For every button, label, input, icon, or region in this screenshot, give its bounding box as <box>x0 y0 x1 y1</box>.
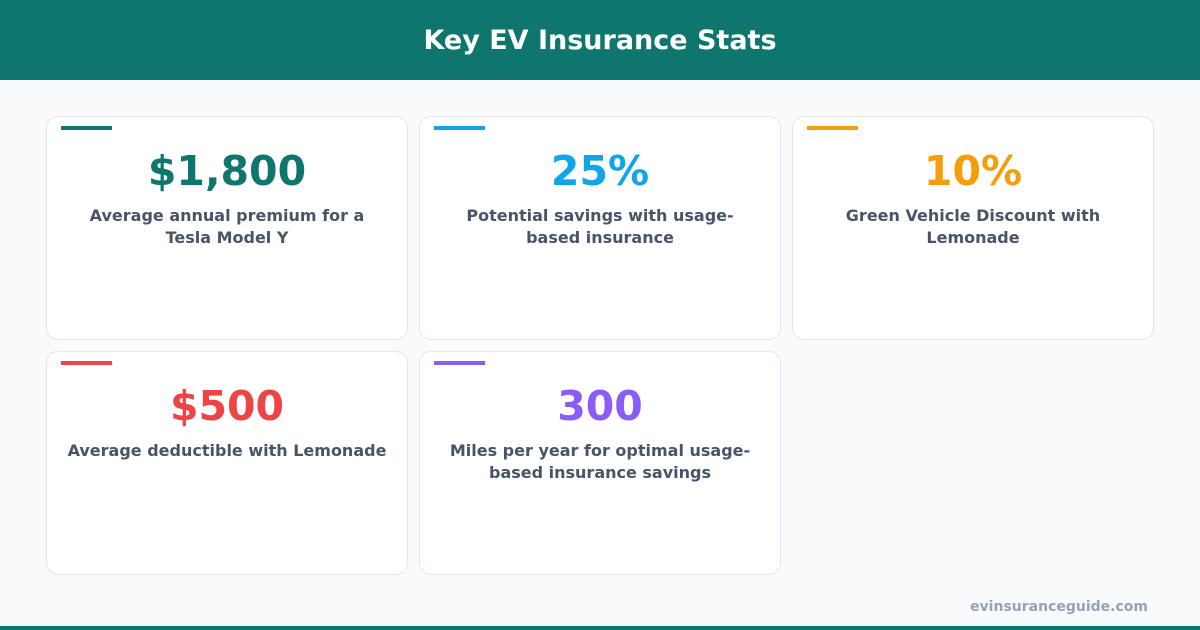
stat-label: Miles per year for optimal usage-based i… <box>449 441 751 482</box>
stat-card: 25% Potential savings with usage-based in… <box>419 116 781 340</box>
accent-bar <box>61 126 112 130</box>
page-title: Key EV Insurance Stats <box>423 24 777 56</box>
stat-card: 10% Green Vehicle Discount with Lemonade <box>792 116 1154 340</box>
stat-card: $1,800 Average annual premium for a Tesla… <box>46 116 408 340</box>
accent-bar <box>61 361 112 365</box>
stat-value: $1,800 <box>147 147 307 195</box>
page-header: Key EV Insurance Stats <box>0 0 1200 80</box>
accent-bar <box>434 126 485 130</box>
stat-value: $500 <box>169 382 285 430</box>
stat-card: $500 Average deductible with Lemonade <box>46 351 408 575</box>
stat-card: 300 Miles per year for optimal usage-base… <box>419 351 781 575</box>
stat-label: Average annual premium for a Tesla Model… <box>89 206 365 247</box>
stat-value: 300 <box>557 382 643 430</box>
stat-label: Green Vehicle Discount with Lemonade <box>845 206 1101 247</box>
accent-bar <box>434 361 485 365</box>
bottom-border <box>0 626 1200 630</box>
stat-label: Potential savings with usage-based insur… <box>466 206 734 247</box>
stat-value: 10% <box>923 147 1023 195</box>
stat-label: Average deductible with Lemonade <box>67 441 387 460</box>
accent-bar <box>807 126 858 130</box>
stat-value: 25% <box>550 147 650 195</box>
site-link[interactable]: evinsuranceguide.com <box>970 599 1148 615</box>
stats-grid: $1,800 Average annual premium for a Tesla… <box>46 116 1154 575</box>
